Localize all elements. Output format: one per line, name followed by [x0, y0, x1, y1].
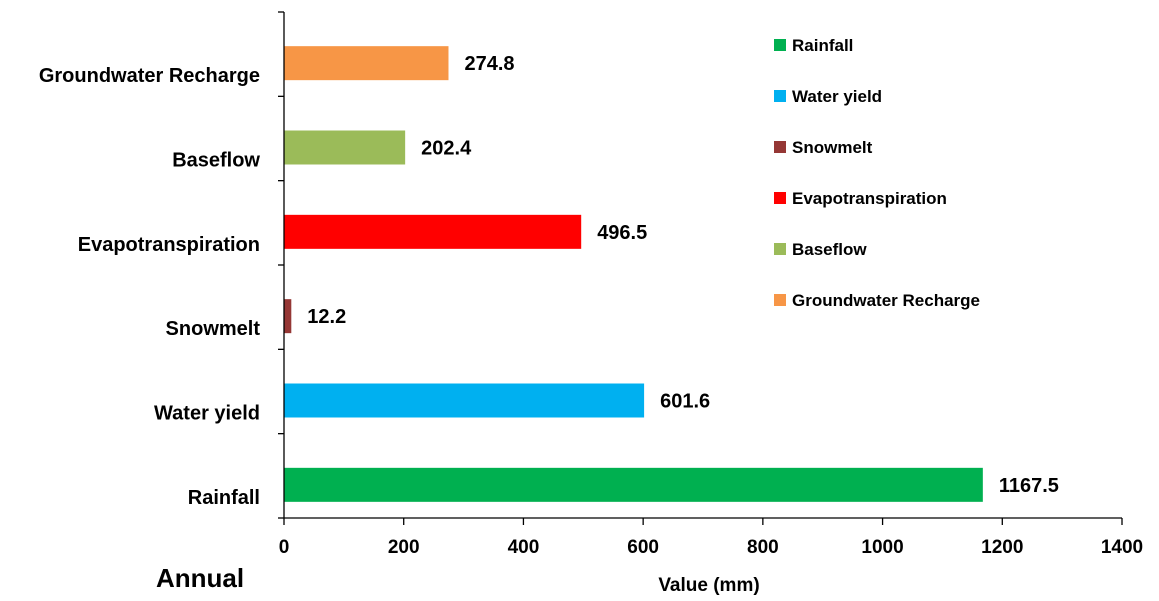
bar-water-yield [284, 383, 645, 418]
x-tick-label: 200 [388, 537, 420, 558]
category-label: Baseflow [172, 150, 260, 172]
x-axis-title: Value (mm) [658, 575, 759, 596]
legend-swatch-snowmelt [774, 141, 786, 153]
legend-swatch-water-yield [774, 90, 786, 102]
bar-group [284, 46, 983, 502]
category-label: Rainfall [188, 487, 260, 509]
value-label: 496.5 [597, 222, 647, 244]
panel-label: Annual [156, 563, 244, 593]
legend-swatch-evapotranspiration [774, 192, 786, 204]
category-label: Evapotranspiration [78, 234, 260, 256]
value-label-group: 1167.5 601.6 12.2 496.5 202.4 274.8 [307, 53, 1059, 497]
legend-label-groundwater-recharge: Groundwater Recharge [792, 291, 980, 310]
category-label: Groundwater Recharge [39, 65, 260, 87]
legend-label-rainfall: Rainfall [792, 36, 853, 55]
y-axis [278, 11, 285, 519]
category-label: Water yield [154, 403, 260, 425]
bar-snowmelt [284, 299, 292, 334]
x-tick-label: 1200 [981, 537, 1023, 558]
x-tick-label: 1400 [1101, 537, 1143, 558]
legend-swatch-baseflow [774, 243, 786, 255]
legend-label-baseflow: Baseflow [792, 240, 867, 259]
bar-rainfall [284, 467, 983, 502]
value-label: 274.8 [464, 53, 514, 75]
value-label: 202.4 [421, 138, 472, 160]
value-label: 1167.5 [999, 475, 1059, 497]
x-tick-label: 0 [279, 537, 290, 558]
value-label: 601.6 [660, 391, 710, 413]
bar-groundwater-recharge [284, 46, 449, 81]
x-tick-label: 400 [508, 537, 540, 558]
value-label: 12.2 [307, 306, 346, 328]
bar-baseflow [284, 130, 406, 165]
x-tick-label: 800 [747, 537, 779, 558]
bar-evapotranspiration [284, 214, 582, 249]
x-tick-label: 1000 [861, 537, 903, 558]
x-tick-label: 600 [627, 537, 659, 558]
category-label: Snowmelt [166, 318, 261, 340]
legend-swatch-groundwater-recharge [774, 294, 786, 306]
legend-label-evapotranspiration: Evapotranspiration [792, 189, 947, 208]
category-label-group: Rainfall Water yield Snowmelt Evapotranspir… [39, 65, 261, 509]
legend-label-snowmelt: Snowmelt [792, 138, 873, 157]
legend-label-water-yield: Water yield [792, 87, 882, 106]
legend: Rainfall Water yield Snowmelt Evapotranspir… [774, 36, 980, 310]
legend-swatch-rainfall [774, 39, 786, 51]
x-tick-group: 0 200 400 600 800 1000 1200 1400 [279, 518, 1143, 558]
